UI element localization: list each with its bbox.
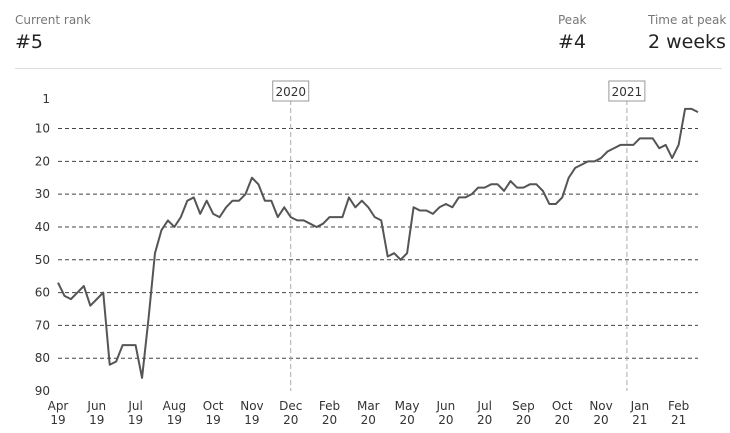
x-tick-part: 20 bbox=[477, 413, 492, 427]
y-tick-label: 70 bbox=[35, 318, 50, 332]
x-tick-part: 20 bbox=[516, 413, 531, 427]
x-tick-part: Oct bbox=[552, 399, 573, 413]
x-tick-part: 19 bbox=[128, 413, 143, 427]
time-value: 2 weeks bbox=[648, 31, 726, 53]
y-tick-label: 30 bbox=[35, 187, 50, 201]
year-label: 2021 bbox=[612, 85, 643, 99]
x-tick-part: 20 bbox=[555, 413, 570, 427]
x-tick-label: Sep 20 bbox=[512, 399, 535, 427]
x-tick-label: Oct 20 bbox=[552, 399, 573, 427]
y-tick-label: 80 bbox=[35, 351, 50, 365]
divider bbox=[15, 68, 722, 69]
x-tick-part: 20 bbox=[438, 413, 453, 427]
y-tick-label: 50 bbox=[35, 253, 50, 267]
x-tick-label: Jun 19 bbox=[86, 399, 106, 427]
x-tick-part: Jun bbox=[436, 399, 456, 413]
year-box bbox=[272, 80, 310, 102]
x-tick-part: May bbox=[395, 399, 420, 413]
x-tick-part: Sep bbox=[512, 399, 535, 413]
x-tick-label: Oct 19 bbox=[203, 399, 224, 427]
x-tick-label: Jun 20 bbox=[436, 399, 456, 427]
y-tick-label: 20 bbox=[35, 154, 50, 168]
x-tick-part: Mar bbox=[357, 399, 380, 413]
peak-value: #4 bbox=[558, 31, 587, 53]
x-tick-part: Jul bbox=[127, 399, 142, 413]
x-tick-part: 20 bbox=[322, 413, 337, 427]
x-tick-part: Feb bbox=[319, 399, 340, 413]
y-tick-label: 40 bbox=[35, 220, 50, 234]
x-tick-part: 20 bbox=[361, 413, 376, 427]
year-label: 2020 bbox=[275, 85, 306, 99]
x-tick-label: Dec 20 bbox=[279, 399, 302, 427]
x-tick-part: 20 bbox=[593, 413, 608, 427]
x-tick-label: Aug 19 bbox=[163, 399, 186, 427]
x-tick-part: Apr bbox=[48, 399, 69, 413]
x-tick-part: Oct bbox=[203, 399, 224, 413]
x-tick-label: May 20 bbox=[395, 399, 420, 427]
x-tick-label: Mar 20 bbox=[357, 399, 380, 427]
x-tick-part: 21 bbox=[632, 413, 647, 427]
x-tick-label: Jan 21 bbox=[630, 399, 650, 427]
x-tick-part: 21 bbox=[671, 413, 686, 427]
x-tick-part: 19 bbox=[89, 413, 104, 427]
x-tick-part: 19 bbox=[167, 413, 182, 427]
x-tick-part: Jan bbox=[630, 399, 650, 413]
x-tick-part: Dec bbox=[279, 399, 302, 413]
x-tick-label: Jul 19 bbox=[127, 399, 143, 427]
x-tick-part: Jun bbox=[86, 399, 106, 413]
y-tick-label: 10 bbox=[35, 122, 50, 136]
x-tick-part: Feb bbox=[668, 399, 689, 413]
current-value: #5 bbox=[15, 31, 44, 53]
year-box bbox=[608, 80, 646, 102]
x-tick-part: 20 bbox=[399, 413, 414, 427]
x-tick-part: 19 bbox=[50, 413, 65, 427]
x-tick-label: Nov 19 bbox=[240, 399, 263, 427]
current-label: Current rank bbox=[15, 13, 91, 27]
y-tick-label: 60 bbox=[35, 286, 50, 300]
x-tick-part: 19 bbox=[206, 413, 221, 427]
x-tick-part: Jul bbox=[476, 399, 491, 413]
x-tick-part: Nov bbox=[240, 399, 263, 413]
rank-line bbox=[57, 107, 699, 379]
time-label: Time at peak bbox=[648, 13, 727, 27]
x-tick-part: Nov bbox=[589, 399, 612, 413]
x-tick-label: Jul 20 bbox=[476, 399, 492, 427]
x-tick-part: 19 bbox=[244, 413, 259, 427]
peak-label: Peak bbox=[558, 13, 587, 27]
y-tick-label: 90 bbox=[35, 384, 50, 398]
y-tick-label: 1 bbox=[42, 92, 50, 106]
x-tick-label: Nov 20 bbox=[589, 399, 612, 427]
x-tick-part: 20 bbox=[283, 413, 298, 427]
x-tick-label: Apr 19 bbox=[48, 399, 69, 427]
x-tick-part: Aug bbox=[163, 399, 186, 413]
x-tick-label: Feb 21 bbox=[668, 399, 689, 427]
x-tick-label: Feb 20 bbox=[319, 399, 340, 427]
